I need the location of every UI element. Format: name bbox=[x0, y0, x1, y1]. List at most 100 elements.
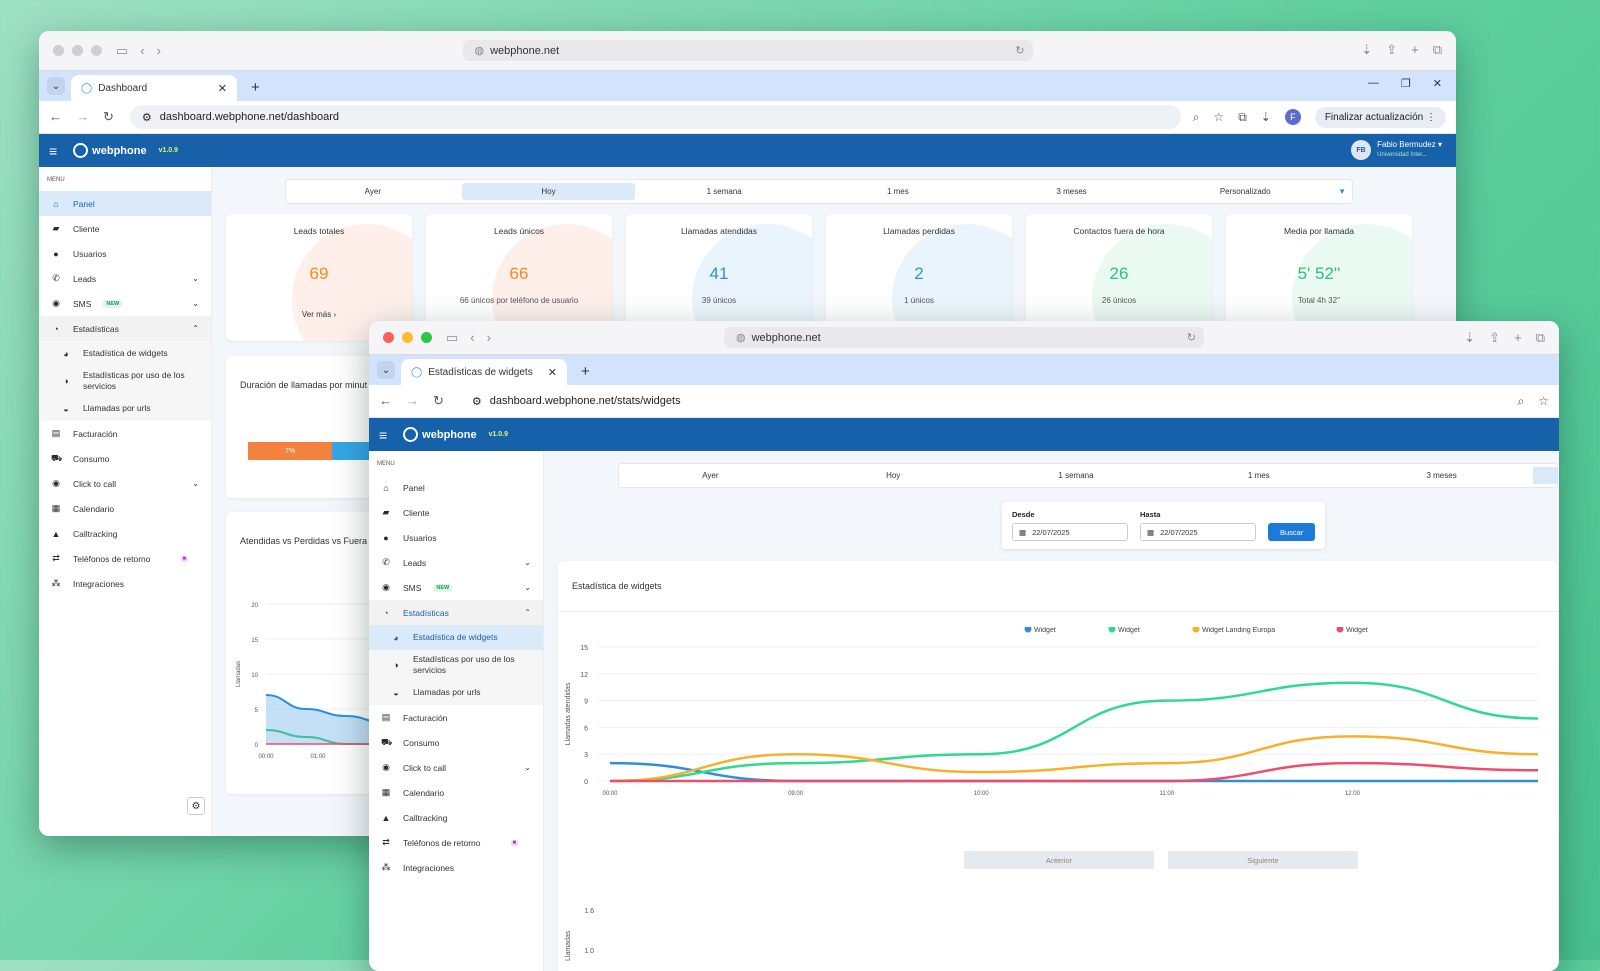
zoom-button[interactable] bbox=[421, 332, 432, 343]
download-icon[interactable]: ⇣ bbox=[1464, 330, 1476, 345]
sidebar-item-calltracking[interactable]: ▲ Calltracking bbox=[369, 805, 543, 830]
filter-1-mes[interactable]: 1 mes bbox=[1247, 471, 1270, 480]
sidebar-item-calendario[interactable]: ▦ Calendario bbox=[39, 496, 211, 521]
sidebar-item-cliente[interactable]: ▰ Cliente bbox=[369, 500, 543, 525]
profile-avatar[interactable]: F bbox=[1284, 109, 1301, 125]
reload-icon[interactable]: ↻ bbox=[103, 109, 114, 124]
sidebar-icon[interactable]: ▭ bbox=[116, 42, 129, 58]
bookmark-star-icon[interactable]: ☆ bbox=[1213, 110, 1225, 124]
sidebar-item-uso[interactable]: ◑ Estadísticas por uso de los servicios bbox=[369, 650, 543, 680]
extensions-icon[interactable]: ⧉ bbox=[1238, 109, 1247, 124]
sidebar-item-usuarios[interactable]: ● Usuarios bbox=[369, 525, 543, 550]
sidebar-item-facturacion[interactable]: ▤ Facturación bbox=[39, 421, 211, 446]
sidebar-item-panel[interactable]: ⌂ Panel bbox=[369, 475, 543, 500]
download-icon[interactable]: ⇣ bbox=[1361, 42, 1373, 57]
sidebar-icon[interactable]: ▭ bbox=[446, 329, 459, 345]
buscar-button[interactable]: Buscar bbox=[1268, 523, 1316, 541]
sidebar-item-consumo[interactable]: ⛟ Consumo bbox=[369, 730, 543, 755]
sidebar-item-consumo[interactable]: ⛟ Consumo bbox=[39, 446, 211, 471]
tabs-overview-icon[interactable]: ⧉ bbox=[1535, 330, 1545, 345]
tab-widgets[interactable]: ◯ Estadísticas de widgets ✕ bbox=[401, 359, 567, 385]
hamburger-icon[interactable]: ≡ bbox=[379, 426, 388, 443]
zoom-icon[interactable]: ⌕ bbox=[1192, 109, 1200, 124]
sidebar-item-leads[interactable]: ✆ Leads ⌄ bbox=[39, 266, 211, 291]
filter-hoy[interactable]: Hoy bbox=[461, 183, 636, 200]
minimize-button[interactable] bbox=[402, 332, 413, 343]
close-button[interactable] bbox=[53, 45, 64, 56]
sidebar-item-estadisticas[interactable]: ◔ Estadísticas ⌃ bbox=[39, 316, 211, 341]
sidebar-item-cliente[interactable]: ▰ Cliente bbox=[39, 216, 211, 241]
tab-search-icon[interactable]: ⌄ bbox=[47, 77, 65, 95]
sidebar-item-calendario[interactable]: ▦ Calendario bbox=[369, 780, 543, 805]
sidebar-item-integraciones[interactable]: ⁂ Integraciones bbox=[369, 855, 543, 880]
sidebar-item-facturacion[interactable]: ▤ Facturación bbox=[369, 705, 543, 730]
new-tab-icon[interactable]: + bbox=[1514, 330, 1522, 345]
filter-ayer[interactable]: Ayer bbox=[364, 187, 381, 196]
minimize-icon[interactable]: — bbox=[1367, 77, 1379, 89]
filter-1-semana[interactable]: 1 semana bbox=[1058, 471, 1094, 480]
filter-funnel-icon[interactable]: ▼ bbox=[1338, 187, 1346, 196]
sidebar-item-integraciones[interactable]: ⁂ Integraciones bbox=[39, 571, 211, 596]
tab-search-icon[interactable]: ⌄ bbox=[377, 361, 395, 379]
back-icon[interactable]: ← bbox=[49, 109, 62, 124]
duration-bar-segment[interactable]: 7% bbox=[248, 442, 332, 460]
site-info-icon[interactable]: ⚙ bbox=[471, 395, 482, 408]
user-menu[interactable]: FB Fabio Bermudez ▾ Universidad Inter... bbox=[1351, 140, 1442, 160]
filter-ayer[interactable]: Ayer bbox=[702, 471, 719, 480]
sidebar-item-uso[interactable]: ◑ Estadísticas por uso de los servicios bbox=[39, 366, 211, 396]
webphone-logo[interactable]: webphone v1.0.9 bbox=[73, 143, 179, 158]
safari-address-bar[interactable]: ◍ webphone.net ↻ bbox=[462, 40, 1033, 61]
sidebar-item-sms[interactable]: ◉ SMS NEW ⌄ bbox=[39, 291, 211, 316]
anterior-button[interactable]: Anterior bbox=[964, 851, 1154, 869]
restore-icon[interactable]: ❐ bbox=[1400, 78, 1411, 90]
filter-personalizado[interactable]: Personalizado bbox=[1219, 187, 1271, 196]
sidebar-item-calltracking[interactable]: ▲ Calltracking bbox=[39, 521, 211, 546]
gear-icon[interactable]: ⚙ bbox=[187, 797, 205, 815]
sidebar-item-widgets[interactable]: ◕ Estadística de widgets bbox=[39, 341, 211, 366]
sidebar-item-urls[interactable]: ◒ Llamadas por urls bbox=[369, 680, 543, 705]
safari-address-bar[interactable]: ◍ webphone.net ↻ bbox=[724, 327, 1204, 348]
filter-3-meses[interactable]: 3 meses bbox=[1056, 187, 1087, 196]
zoom-button[interactable] bbox=[91, 45, 102, 56]
tab-dashboard[interactable]: ◯ Dashboard ✕ bbox=[71, 75, 237, 101]
forward-icon[interactable]: › bbox=[156, 42, 161, 58]
close-tab-icon[interactable]: ✕ bbox=[547, 366, 557, 379]
new-tab-button[interactable]: + bbox=[251, 79, 260, 96]
minimize-button[interactable] bbox=[72, 45, 83, 56]
hamburger-icon[interactable]: ≡ bbox=[49, 142, 58, 159]
sidebar-item-urls[interactable]: ◒ Llamadas por urls bbox=[39, 396, 211, 421]
url-bar[interactable]: ⚙ dashboard.webphone.net/stats/widgets bbox=[459, 389, 1506, 413]
back-icon[interactable]: ‹ bbox=[140, 42, 145, 58]
share-icon[interactable]: ⇪ bbox=[1489, 330, 1501, 345]
download-icon[interactable]: ⇣ bbox=[1260, 110, 1271, 124]
bookmark-star-icon[interactable]: ☆ bbox=[1538, 394, 1549, 408]
sidebar-item-click[interactable]: ◉ Click to call ⌄ bbox=[39, 471, 211, 496]
update-button[interactable]: Finalizar actualización ⋮ bbox=[1314, 106, 1446, 128]
sidebar-item-usuarios[interactable]: ● Usuarios bbox=[39, 241, 211, 266]
reload-icon[interactable]: ↻ bbox=[1186, 332, 1196, 344]
forward-icon[interactable]: → bbox=[76, 109, 89, 124]
sidebar-item-sms[interactable]: ◉ SMS NEW ⌄ bbox=[369, 575, 543, 600]
sidebar-item-telefonos[interactable]: ⇄ Teléfonos de retorno ■ bbox=[369, 830, 543, 855]
new-tab-icon[interactable]: + bbox=[1411, 42, 1419, 57]
sidebar-item-click[interactable]: ◉ Click to call ⌄ bbox=[369, 755, 543, 780]
sidebar-item-telefonos[interactable]: ⇄ Teléfonos de retorno ■ bbox=[39, 546, 211, 571]
site-info-icon[interactable]: ⚙ bbox=[141, 111, 152, 124]
siguiente-button[interactable]: Siguiente bbox=[1168, 851, 1358, 869]
back-icon[interactable]: ← bbox=[379, 393, 392, 408]
filter-3-meses[interactable]: 3 meses bbox=[1426, 471, 1457, 480]
reload-icon[interactable]: ↻ bbox=[433, 393, 444, 408]
share-icon[interactable]: ⇪ bbox=[1386, 42, 1398, 57]
sidebar-item-estadisticas[interactable]: ◔ Estadísticas ⌃ bbox=[369, 600, 543, 625]
close-window-icon[interactable]: ✕ bbox=[1432, 78, 1442, 90]
sidebar-item-widgets[interactable]: ◕ Estadística de widgets bbox=[369, 625, 543, 650]
sidebar-item-panel[interactable]: ⌂ Panel bbox=[39, 191, 211, 216]
filter-1-mes[interactable]: 1 mes bbox=[886, 187, 909, 196]
webphone-logo[interactable]: webphone v1.0.9 bbox=[403, 427, 509, 442]
hasta-input[interactable]: ▦ 22/07/2025 bbox=[1140, 523, 1256, 541]
close-tab-icon[interactable]: ✕ bbox=[217, 82, 227, 95]
sidebar-item-leads[interactable]: ✆ Leads ⌄ bbox=[369, 550, 543, 575]
url-bar[interactable]: ⚙ dashboard.webphone.net/dashboard bbox=[129, 105, 1181, 129]
desde-input[interactable]: ▦ 22/07/2025 bbox=[1012, 523, 1128, 541]
back-icon[interactable]: ‹ bbox=[470, 329, 475, 345]
